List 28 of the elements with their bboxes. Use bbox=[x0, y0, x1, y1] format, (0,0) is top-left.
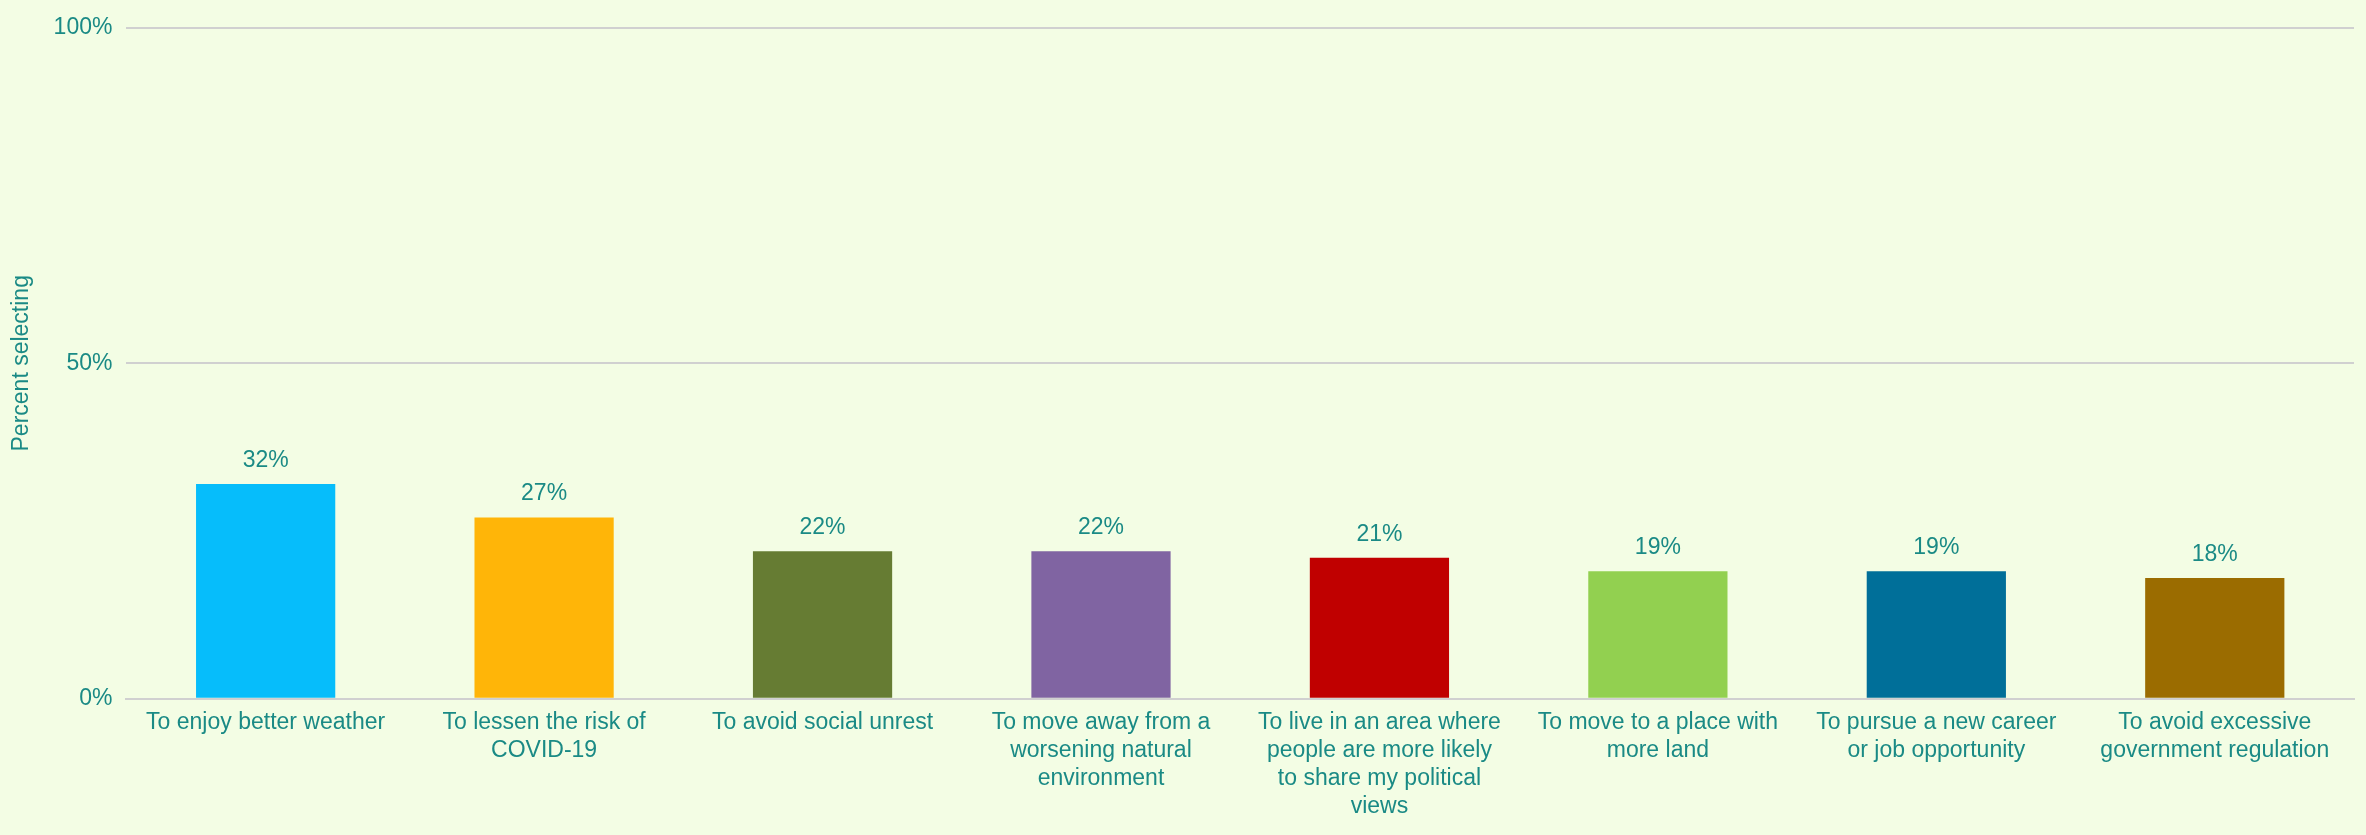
y-tick-label: 0% bbox=[79, 684, 113, 711]
bar bbox=[1309, 557, 1450, 698]
data-label: 21% bbox=[1356, 519, 1403, 546]
bar bbox=[1588, 571, 1728, 698]
data-label: 19% bbox=[1634, 533, 1681, 560]
x-tick-label: To move away from a worsening natural environment bbox=[991, 708, 1211, 791]
data-label: 27% bbox=[521, 479, 568, 506]
y-axis-title: Percent selecting bbox=[7, 275, 34, 452]
bar bbox=[196, 484, 336, 698]
x-tick-label: To pursue a new career or job opportunity bbox=[1816, 708, 2057, 763]
bar bbox=[752, 551, 893, 698]
x-tick-label: To avoid social unrest bbox=[711, 708, 934, 735]
bar bbox=[2145, 577, 2285, 698]
data-label: 18% bbox=[2191, 539, 2238, 566]
x-tick-label: To enjoy better weather bbox=[146, 708, 386, 735]
data-label: 22% bbox=[1077, 512, 1125, 539]
y-tick-label: 50% bbox=[66, 348, 113, 375]
bar bbox=[1866, 571, 2006, 698]
bar bbox=[1031, 551, 1171, 698]
x-tick-label: To avoid excessive government regulation bbox=[2100, 708, 2330, 763]
x-tick-label: To lessen the risk of COVID-19 bbox=[442, 708, 647, 763]
data-label: 22% bbox=[799, 512, 846, 539]
data-label: 19% bbox=[1913, 533, 1960, 560]
data-label: 32% bbox=[242, 445, 289, 472]
x-tick-label: To live in an area where people are more likely to share my political views bbox=[1257, 708, 1501, 819]
y-tick-label: 100% bbox=[53, 13, 113, 40]
x-tick-label: To move to a place with more land bbox=[1537, 708, 1779, 763]
bar bbox=[474, 517, 614, 698]
